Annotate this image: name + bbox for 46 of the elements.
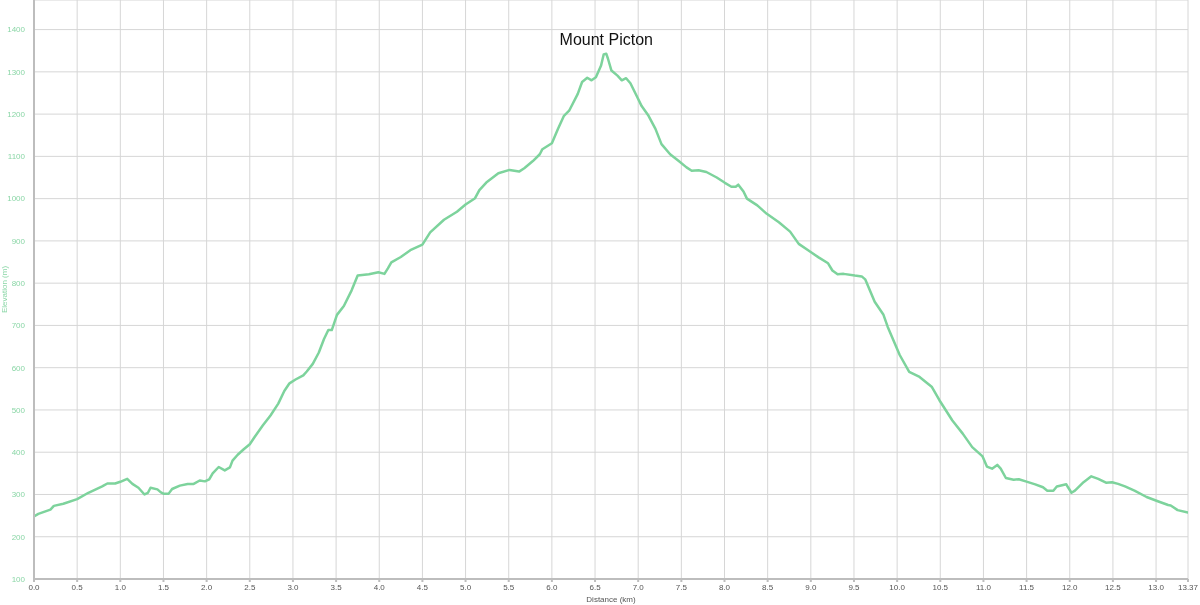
- y-tick-label: 1400: [7, 25, 26, 35]
- line-series: [34, 52, 1188, 518]
- x-tick-label: 13.37: [1177, 582, 1199, 592]
- x-tick-label: 12.0: [1061, 582, 1079, 592]
- y-tick-label: 500: [11, 405, 26, 415]
- x-tick-label: 2.0: [201, 582, 213, 592]
- x-axis-title: Distance (km): [586, 595, 636, 604]
- x-tick-label: 4.5: [416, 582, 429, 592]
- y-tick-label: 900: [11, 236, 26, 246]
- x-tick-label: 3.0: [287, 582, 300, 592]
- x-tick-label: 10.5: [932, 582, 949, 592]
- x-tick-label: 9.0: [805, 582, 817, 592]
- x-tick-label: 11.0: [975, 582, 992, 592]
- x-tick-label: 10.0: [889, 582, 906, 592]
- y-tick-label: 1300: [7, 67, 26, 77]
- x-tick-label: 7.5: [675, 582, 688, 592]
- y-tick-label: 1100: [7, 152, 26, 162]
- y-tick-label: 600: [11, 363, 26, 373]
- x-tick-label: 13.0: [1148, 582, 1165, 592]
- y-tick-label: 1000: [7, 194, 26, 204]
- x-tick-label: 1.5: [157, 582, 170, 592]
- x-tick-label: 2.5: [244, 582, 256, 592]
- x-tick-label: 1.0: [114, 582, 127, 592]
- y-tick-label: 1200: [7, 109, 26, 119]
- y-tick-label: 700: [11, 321, 26, 331]
- y-tick-label: 100: [11, 574, 26, 584]
- x-tick-label: 5.0: [460, 582, 472, 592]
- x-tick-label: 12.5: [1105, 582, 1122, 592]
- y-tick-label: 400: [11, 448, 26, 458]
- x-tick-label: 5.5: [503, 582, 515, 592]
- x-tick-label: 0.5: [71, 582, 84, 592]
- x-tick-label: 8.5: [762, 582, 774, 592]
- x-tick-label: 8.0: [718, 582, 731, 592]
- x-tick-label: 0.0: [28, 582, 41, 592]
- y-axis-title: Elevation (m): [0, 265, 9, 314]
- y-tick-label: 800: [11, 279, 26, 288]
- annotation: Mount Picton: [559, 30, 653, 48]
- x-tick-label: 4.0: [373, 582, 386, 592]
- x-tick-label: 9.5: [848, 582, 861, 592]
- x-tick-label: 11.5: [1019, 582, 1035, 592]
- y-tick-label: 300: [11, 490, 26, 500]
- y-tick-label: 200: [11, 532, 26, 542]
- x-tick-label: 6.0: [546, 582, 558, 592]
- x-tick-label: 6.5: [589, 582, 602, 592]
- x-tick-label: 3.5: [330, 582, 343, 592]
- x-tick-label: 7.0: [632, 582, 645, 592]
